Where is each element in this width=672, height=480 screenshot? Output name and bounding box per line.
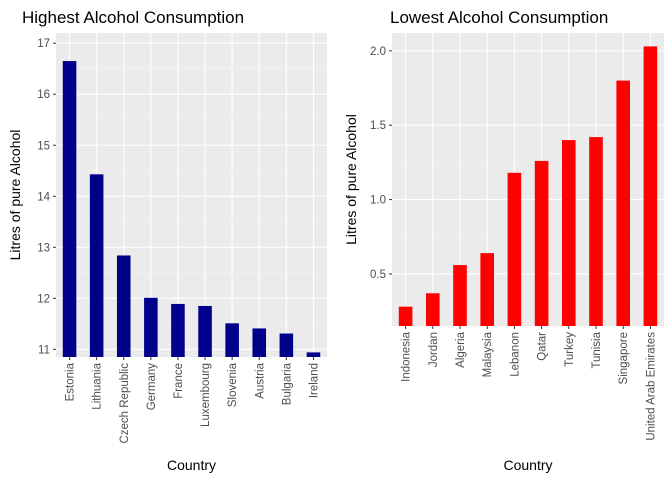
- bar-indonesia: [398, 306, 413, 326]
- x-tick-label: Qatar: [537, 332, 549, 361]
- x-tick-label: Lithuania: [92, 362, 104, 409]
- x-tick-label: Luxembourg: [200, 363, 212, 427]
- chart-1: 11 12 13 14 15 16 17 Estonia Lithuania Czech Repu…: [7, 8, 327, 473]
- y-tick-label: 12: [37, 293, 50, 305]
- bar-turkey: [562, 140, 576, 326]
- y-tick-label: 1.5: [370, 120, 386, 132]
- x-tick-label: France: [173, 363, 185, 399]
- x-tick-label: Ireland: [308, 363, 320, 398]
- x-tick-label: Jordan: [428, 332, 440, 367]
- chart-title: Lowest Alcohol Consumption: [390, 8, 608, 27]
- bar-tunisia: [589, 137, 603, 326]
- x-tick-label: United Arab Emirates: [645, 332, 657, 441]
- y-tick-label: 16: [37, 89, 50, 101]
- y-tick-label: 14: [37, 191, 50, 203]
- y-axis-title: Litres of pure Alcohol: [7, 130, 23, 261]
- y-tick-label: 1.0: [370, 195, 386, 207]
- x-tick-label: Tunisia: [591, 331, 603, 368]
- bar-luxembourg: [198, 305, 212, 357]
- x-axis-title: Country: [167, 457, 216, 473]
- bar-slovenia: [225, 323, 239, 357]
- bar-algeria: [453, 265, 467, 326]
- y-tick-label: 11: [38, 344, 50, 356]
- bar-lebanon: [507, 172, 522, 326]
- x-tick-label: Czech Republic: [119, 363, 131, 444]
- x-tick-label: Estonia: [65, 362, 77, 401]
- chart-title: Highest Alcohol Consumption: [22, 8, 244, 27]
- bar-czech-republic: [116, 255, 131, 357]
- x-tick-label: Singapore: [618, 332, 630, 384]
- y-tick-label: 0.5: [370, 269, 386, 281]
- bar-austria: [252, 328, 267, 357]
- x-tick-label: Turkey: [564, 332, 576, 367]
- x-tick-label: Bulgaria: [281, 362, 293, 405]
- bar-estonia: [62, 61, 77, 358]
- y-tick-label: 13: [37, 242, 50, 254]
- x-tick-label: Lebanon: [509, 332, 521, 377]
- x-tick-label: Germany: [146, 363, 158, 411]
- bar-lithuania: [89, 174, 104, 357]
- x-axis-title: Country: [503, 457, 552, 473]
- bar-qatar: [534, 160, 549, 326]
- bar-ireland: [306, 352, 321, 357]
- y-tick-label: 15: [37, 140, 50, 152]
- bar-united-arab-emirates: [643, 46, 658, 326]
- bar-singapore: [616, 80, 630, 327]
- x-tick-label: Algeria: [455, 331, 467, 367]
- bar-malaysia: [480, 253, 494, 326]
- bar-bulgaria: [279, 333, 294, 357]
- x-tick-label: Malaysia: [482, 331, 494, 377]
- bar-jordan: [426, 293, 440, 326]
- x-tick-label: Slovenia: [227, 362, 239, 407]
- bar-france: [171, 303, 185, 357]
- y-axis-title: Litres of pure Alcohol: [343, 114, 359, 245]
- bar-germany: [144, 297, 158, 357]
- y-tick-label: 2.0: [370, 46, 386, 58]
- x-tick-label: Indonesia: [401, 331, 413, 381]
- y-tick-label: 17: [37, 38, 50, 50]
- x-tick-label: Austria: [254, 362, 266, 398]
- chart-2: 0.5 1.0 1.5 2.0 Indonesia Jordan Algeria Malays…: [343, 8, 664, 473]
